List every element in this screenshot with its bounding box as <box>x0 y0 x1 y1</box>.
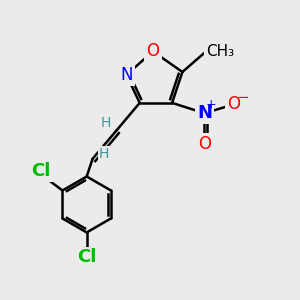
Text: N: N <box>120 66 133 84</box>
Text: O: O <box>227 95 240 113</box>
Text: N: N <box>197 104 212 122</box>
Text: O: O <box>146 42 159 60</box>
Text: −: − <box>236 90 249 105</box>
Text: CH₃: CH₃ <box>206 44 234 59</box>
Text: Cl: Cl <box>77 248 96 266</box>
Text: H: H <box>100 116 111 130</box>
Text: Cl: Cl <box>32 162 51 180</box>
Text: O: O <box>198 135 211 153</box>
Text: +: + <box>206 98 216 111</box>
Text: H: H <box>99 146 109 161</box>
